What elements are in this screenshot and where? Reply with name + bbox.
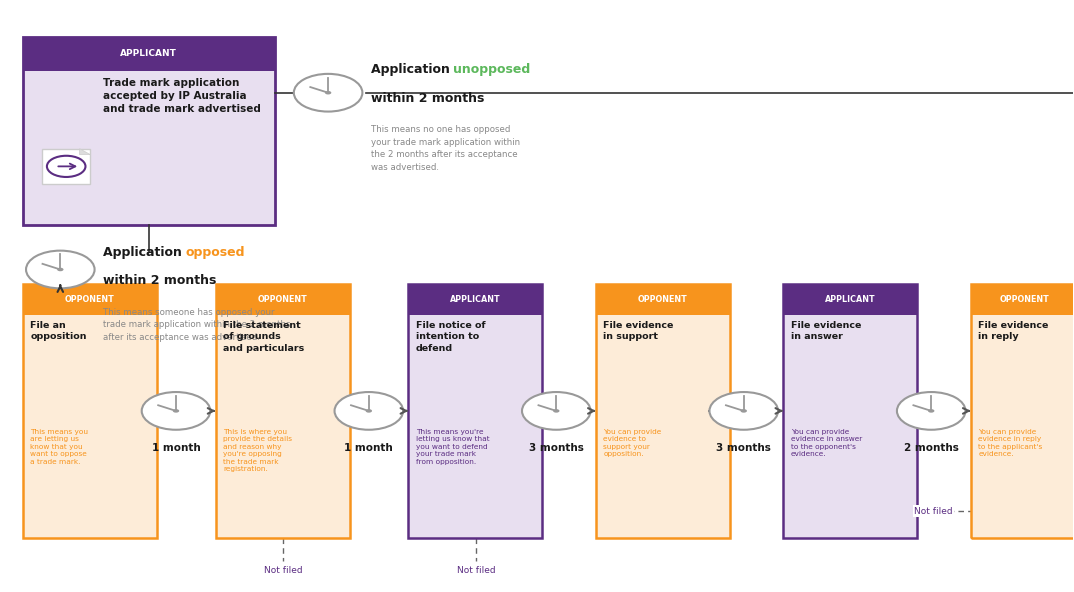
Text: 1 month: 1 month <box>151 443 201 453</box>
Bar <box>23 284 157 538</box>
Text: 3 months: 3 months <box>528 443 584 453</box>
Bar <box>783 315 917 538</box>
Bar <box>23 37 275 226</box>
Circle shape <box>741 409 746 413</box>
Text: OPPONENT: OPPONENT <box>638 295 687 304</box>
Text: Trade mark application
accepted by IP Australia
and trade mark advertised: Trade mark application accepted by IP Au… <box>103 78 261 114</box>
Circle shape <box>325 91 331 95</box>
Text: 1 month: 1 month <box>345 443 393 453</box>
Circle shape <box>522 392 591 430</box>
Text: within 2 months: within 2 months <box>371 92 484 105</box>
Bar <box>408 284 542 538</box>
Bar <box>783 284 917 538</box>
Bar <box>408 315 542 538</box>
Text: File notice of
intention to
defend: File notice of intention to defend <box>416 321 485 353</box>
Text: Not filed: Not filed <box>456 566 495 575</box>
Text: Application: Application <box>371 63 454 76</box>
Circle shape <box>928 409 934 413</box>
Circle shape <box>897 392 966 430</box>
Text: This means you
are letting us
know that you
want to oppose
a trade mark.: This means you are letting us know that … <box>30 429 88 465</box>
Text: 3 months: 3 months <box>716 443 771 453</box>
Text: Not filed: Not filed <box>914 507 953 516</box>
Bar <box>783 284 917 315</box>
Circle shape <box>173 409 179 413</box>
Text: APPLICANT: APPLICANT <box>450 295 500 304</box>
Bar <box>971 284 1074 315</box>
Text: You can provide
evidence to
support your
opposition.: You can provide evidence to support your… <box>604 429 662 457</box>
Text: OPPONENT: OPPONENT <box>1000 295 1049 304</box>
Text: File statement
of grounds
and particulars: File statement of grounds and particular… <box>223 321 304 353</box>
Text: File evidence
in support: File evidence in support <box>604 321 673 341</box>
Text: You can provide
evidence in reply
to the applicant's
evidence.: You can provide evidence in reply to the… <box>978 429 1043 457</box>
Text: unopposed: unopposed <box>453 63 531 76</box>
Circle shape <box>710 392 778 430</box>
Bar <box>23 37 275 71</box>
Text: This is where you
provide the details
and reason why
you're opposing
the trade m: This is where you provide the details an… <box>223 429 292 472</box>
Text: 2 months: 2 months <box>904 443 959 453</box>
Bar <box>971 315 1074 538</box>
Text: OPPONENT: OPPONENT <box>64 295 115 304</box>
Bar <box>596 284 730 538</box>
Text: APPLICANT: APPLICANT <box>825 295 875 304</box>
Bar <box>596 284 730 315</box>
Text: within 2 months: within 2 months <box>103 274 217 287</box>
Text: File evidence
in reply: File evidence in reply <box>978 321 1048 341</box>
Text: Not filed: Not filed <box>264 566 303 575</box>
Bar <box>23 315 157 538</box>
Circle shape <box>294 74 362 111</box>
Text: This means you're
letting us know that
you want to defend
your trade mark
from o: This means you're letting us know that y… <box>416 429 490 465</box>
Circle shape <box>334 392 403 430</box>
Text: You can provide
evidence in answer
to the opponent's
evidence.: You can provide evidence in answer to th… <box>790 429 862 457</box>
Bar <box>216 284 349 315</box>
Text: Application: Application <box>103 246 187 259</box>
Text: This means someone has opposed your
trade mark application within the 2 months
a: This means someone has opposed your trad… <box>103 308 291 342</box>
Bar <box>971 284 1074 538</box>
Bar <box>216 284 349 538</box>
Text: File evidence
in answer: File evidence in answer <box>790 321 861 341</box>
Bar <box>408 284 542 315</box>
Bar <box>23 284 157 315</box>
Circle shape <box>57 268 63 271</box>
Bar <box>23 71 275 226</box>
Text: APPLICANT: APPLICANT <box>120 49 177 59</box>
Text: This means no one has opposed
your trade mark application within
the 2 months af: This means no one has opposed your trade… <box>371 125 520 172</box>
FancyBboxPatch shape <box>42 149 90 184</box>
Circle shape <box>142 392 211 430</box>
Circle shape <box>365 409 372 413</box>
Polygon shape <box>79 149 90 155</box>
Text: File an
opposition: File an opposition <box>30 321 87 341</box>
Bar <box>216 315 349 538</box>
Text: OPPONENT: OPPONENT <box>258 295 307 304</box>
Text: opposed: opposed <box>186 246 245 259</box>
Circle shape <box>26 250 95 288</box>
Bar <box>596 315 730 538</box>
Circle shape <box>553 409 560 413</box>
